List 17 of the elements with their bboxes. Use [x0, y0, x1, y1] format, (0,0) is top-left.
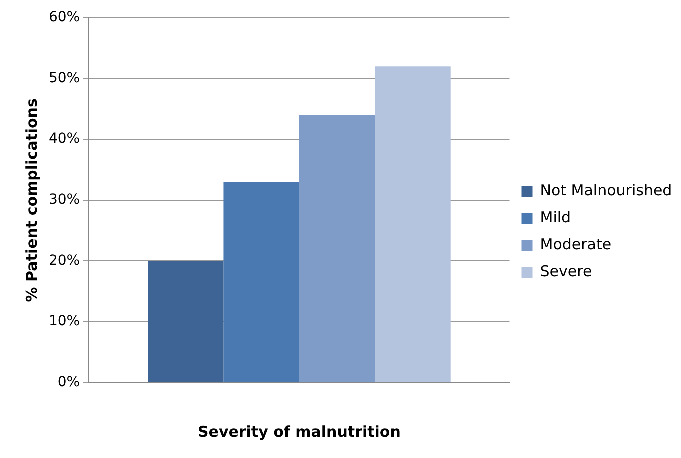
- y-tick-label: 20%: [48, 252, 80, 269]
- legend-label: Mild: [540, 208, 572, 226]
- bar: [224, 182, 300, 382]
- y-tick-label: 10%: [48, 314, 80, 330]
- bar: [375, 66, 451, 382]
- bar: [299, 115, 376, 382]
- y-axis-title: % Patient complications: [22, 98, 41, 302]
- y-tick-label: 30%: [48, 192, 80, 208]
- legend-label: Moderate: [540, 235, 612, 254]
- y-tick-label: 60%: [48, 10, 80, 26]
- y-tick-label: 40%: [48, 131, 80, 148]
- x-axis-title: Severity of malnutrition: [198, 422, 401, 441]
- y-tick-label: 50%: [48, 70, 80, 86]
- y-tick-label: 0%: [58, 374, 80, 390]
- legend-label: Severe: [540, 262, 592, 280]
- bar: [148, 261, 224, 382]
- legend-label: Not Malnourished: [540, 181, 672, 200]
